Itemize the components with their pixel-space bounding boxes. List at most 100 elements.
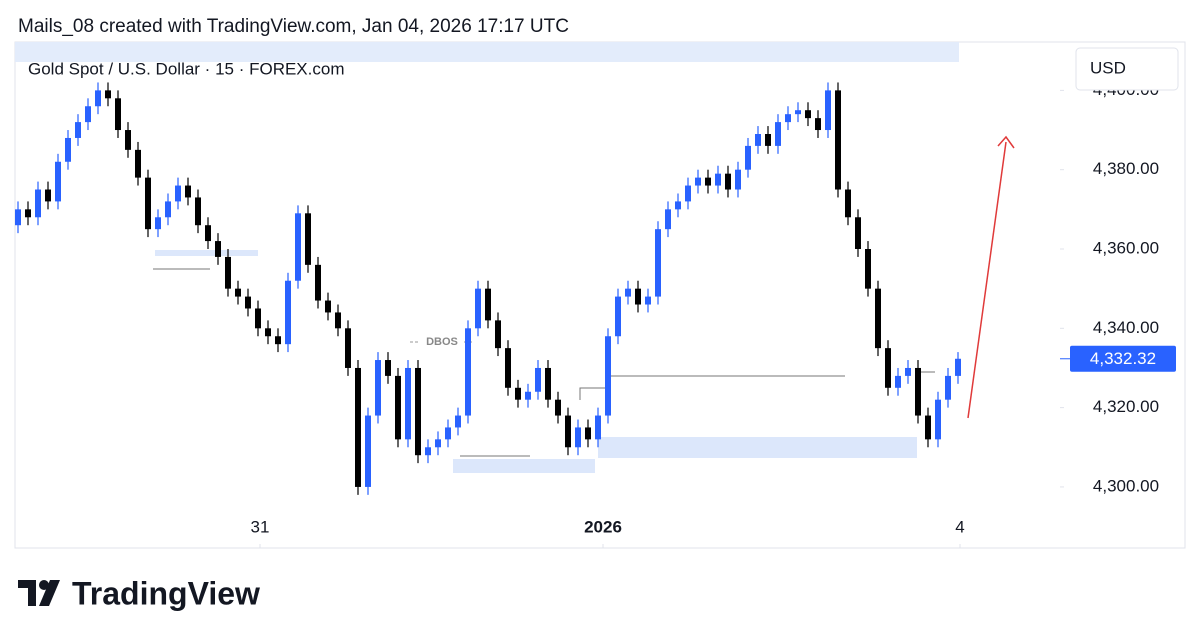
candle-body (145, 177, 151, 230)
candle-body (895, 375, 901, 388)
candle-body (885, 348, 891, 388)
y-tick-label: 4,300.00 (1093, 476, 1159, 495)
chart-title: Gold Spot / U.S. Dollar · 15 · FOREX.com (28, 59, 344, 78)
candle-body (415, 367, 421, 456)
zone (598, 437, 917, 458)
candle-body (865, 249, 871, 289)
candle-body (245, 296, 251, 309)
x-tick-label: 4 (955, 517, 964, 536)
candle-body (375, 360, 381, 416)
candle-body (925, 415, 931, 440)
y-tick-label: 4,380.00 (1093, 159, 1159, 178)
x-tick-label: 2026 (584, 517, 622, 536)
y-tick-label: 4,340.00 (1093, 318, 1159, 337)
candle-body (235, 288, 241, 297)
currency-box (1075, 47, 1179, 91)
candle-body (265, 328, 271, 337)
candle-body (95, 90, 101, 107)
candle-body (425, 447, 431, 456)
candle-body (565, 415, 571, 448)
logo-mark (18, 580, 36, 606)
candle-body (335, 312, 341, 329)
candle-body (35, 189, 41, 218)
candle-body (745, 145, 751, 170)
candle-body (795, 110, 801, 115)
candle-body (545, 367, 551, 400)
candle-body (845, 189, 851, 218)
candle-body (665, 209, 671, 230)
candle-body (905, 367, 911, 376)
zone (155, 250, 258, 256)
candle-body (255, 308, 261, 329)
candle-body (645, 296, 651, 305)
annotation: DBOS (426, 336, 458, 348)
candle-body (345, 328, 351, 368)
candle-body (495, 320, 501, 349)
candle-body (305, 213, 311, 265)
frame (14, 41, 1186, 549)
candle-body (475, 288, 481, 329)
candle-body (705, 177, 711, 186)
candle-body (635, 288, 641, 305)
candle-body (755, 134, 761, 146)
candle-body (25, 209, 31, 218)
candle-body (55, 161, 61, 202)
candle-body (625, 288, 631, 297)
candle-body (135, 149, 141, 178)
candle-body (65, 137, 71, 162)
plot: DBOS (15, 82, 961, 495)
candle-body (655, 229, 661, 297)
candle-body (45, 189, 51, 202)
logo-mark (39, 580, 49, 590)
candle-body (315, 264, 321, 301)
candle-body (15, 209, 21, 226)
candle-body (285, 280, 291, 345)
candle-body (195, 197, 201, 226)
candle-body (685, 185, 691, 202)
last-price-box (1070, 345, 1176, 372)
candle-body (675, 201, 681, 210)
brand: TradingView (72, 575, 260, 611)
candle-body (765, 134, 771, 146)
candle-body (115, 98, 121, 131)
y-tick-label: 4,360.00 (1093, 238, 1159, 257)
candle-body (505, 348, 511, 388)
top-band (15, 42, 959, 62)
candle-body (155, 217, 161, 230)
candle-body (935, 399, 941, 440)
candle-body (535, 367, 541, 392)
candle-body (825, 90, 831, 131)
candle-body (775, 122, 781, 146)
candle-body (295, 213, 301, 281)
logo-mark (39, 580, 60, 606)
candle-body (105, 90, 111, 99)
candle-body (555, 399, 561, 416)
candle-body (915, 367, 921, 416)
arrow (967, 141, 1007, 419)
candle-body (735, 169, 741, 190)
candle-body (435, 439, 441, 448)
candle-body (175, 185, 181, 202)
candle-body (955, 358, 961, 376)
candle-body (465, 328, 471, 416)
candle-body (355, 367, 361, 487)
candle-body (615, 296, 621, 337)
candle-body (785, 114, 791, 123)
candle-body (875, 288, 881, 349)
candle-body (325, 300, 331, 313)
candle-body (385, 360, 391, 376)
candle-body (165, 201, 171, 218)
candle-body (515, 387, 521, 400)
candle-body (125, 130, 131, 150)
arrow-head (997, 135, 1015, 149)
x-tick-label: 31 (251, 517, 270, 536)
candle-body (215, 241, 221, 257)
candle-body (815, 118, 821, 131)
candle-body (205, 225, 211, 242)
currency: USD (1090, 58, 1126, 77)
candle-body (225, 256, 231, 289)
candle-body (405, 367, 411, 440)
candle-body (455, 415, 461, 428)
candle-body (855, 217, 861, 249)
